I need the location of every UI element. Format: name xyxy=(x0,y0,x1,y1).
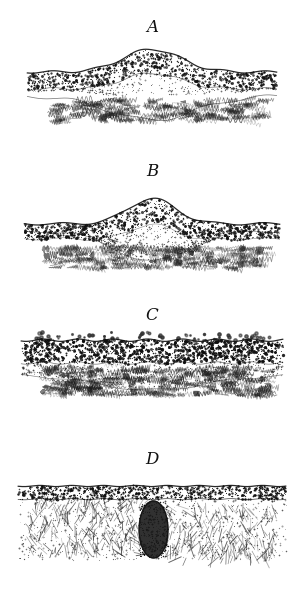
Polygon shape xyxy=(139,501,168,558)
Text: D: D xyxy=(145,451,159,467)
Text: B: B xyxy=(146,163,158,179)
Text: A: A xyxy=(146,19,158,35)
Text: C: C xyxy=(146,307,158,323)
